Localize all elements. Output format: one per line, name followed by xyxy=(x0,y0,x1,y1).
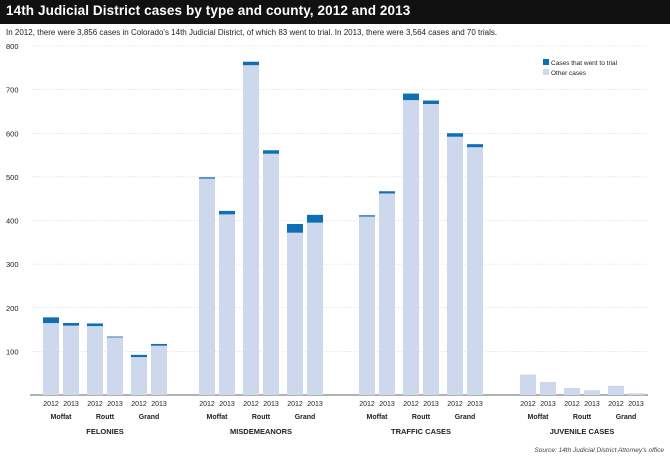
x-tick-year-label: 2013 xyxy=(467,401,483,408)
chart-title: 14th Judicial District cases by type and… xyxy=(6,3,411,18)
x-tick-year-label: 2012 xyxy=(243,401,259,408)
legend-swatch-trial xyxy=(543,59,549,65)
bar-other-cases xyxy=(287,232,303,395)
bar-other-cases xyxy=(219,214,235,395)
x-tick-year-label: 2013 xyxy=(151,401,167,408)
bar-trial-cases xyxy=(423,100,439,105)
county-label: Grand xyxy=(455,414,476,421)
x-tick-year-label: 2013 xyxy=(584,401,600,408)
group-label: MISDEMEANORS xyxy=(230,427,292,436)
source-note: Source: 14th Judicial District Attorney'… xyxy=(534,447,664,454)
group-label: TRAFFIC CASES xyxy=(391,427,451,436)
county-label: Routt xyxy=(252,414,271,421)
y-tick-label: 200 xyxy=(6,304,19,313)
bar-trial-cases xyxy=(43,317,59,324)
bar-other-cases xyxy=(608,385,624,395)
x-tick-year-label: 2013 xyxy=(107,401,123,408)
bar-trial-cases xyxy=(287,223,303,233)
x-tick-year-label: 2013 xyxy=(628,401,644,408)
county-label: Grand xyxy=(616,414,637,421)
bar-other-cases xyxy=(584,390,600,395)
bar-trial-cases xyxy=(403,93,419,101)
bar-other-cases xyxy=(63,325,79,395)
x-tick-year-label: 2012 xyxy=(520,401,536,408)
x-tick-year-label: 2012 xyxy=(608,401,624,408)
bar-trial-cases xyxy=(107,336,123,338)
bar-other-cases xyxy=(43,323,59,395)
x-tick-year-label: 2012 xyxy=(87,401,103,408)
bar-other-cases xyxy=(87,326,103,395)
x-tick-year-label: 2013 xyxy=(540,401,556,408)
county-label: Routt xyxy=(412,414,431,421)
y-tick-label: 800 xyxy=(6,42,19,51)
group-label: FELONIES xyxy=(86,427,124,436)
x-tick-year-label: 2013 xyxy=(423,401,439,408)
bar-trial-cases xyxy=(379,191,395,194)
bar-other-cases xyxy=(467,147,483,395)
x-tick-year-label: 2012 xyxy=(403,401,419,408)
y-tick-label: 700 xyxy=(6,86,19,95)
county-label: Routt xyxy=(573,414,592,421)
legend-label-other: Other cases xyxy=(551,70,587,77)
bar-other-cases xyxy=(107,337,123,395)
bar-trial-cases xyxy=(63,323,79,326)
county-label: Moffat xyxy=(367,414,389,421)
x-tick-year-label: 2013 xyxy=(379,401,395,408)
bar-other-cases xyxy=(403,100,419,395)
x-tick-year-label: 2013 xyxy=(307,401,323,408)
bar-trial-cases xyxy=(199,177,215,179)
y-tick-label: 600 xyxy=(6,129,19,138)
county-label: Moffat xyxy=(528,414,550,421)
x-tick-year-label: 2012 xyxy=(359,401,375,408)
x-tick-year-label: 2012 xyxy=(447,401,463,408)
x-tick-year-label: 2012 xyxy=(199,401,215,408)
bar-other-cases xyxy=(243,65,259,395)
x-tick-year-label: 2012 xyxy=(43,401,59,408)
bar-trial-cases xyxy=(243,61,259,66)
y-tick-label: 100 xyxy=(6,347,19,356)
bar-other-cases xyxy=(307,222,323,395)
bar-trial-cases xyxy=(307,214,323,223)
county-label: Moffat xyxy=(207,414,229,421)
x-tick-year-label: 2012 xyxy=(287,401,303,408)
group-label: JUVENILE CASES xyxy=(550,427,615,436)
bar-trial-cases xyxy=(87,323,103,327)
bar-trial-cases xyxy=(263,150,279,154)
bar-trial-cases xyxy=(447,133,463,137)
bar-trial-cases xyxy=(131,354,147,358)
y-tick-label: 300 xyxy=(6,260,19,269)
legend-label-trial: Cases that went to trial xyxy=(551,60,618,67)
chart-subtitle: In 2012, there were 3,856 cases in Color… xyxy=(6,28,498,37)
bar-trial-cases xyxy=(359,215,375,217)
x-tick-year-label: 2013 xyxy=(63,401,79,408)
x-tick-year-label: 2012 xyxy=(131,401,147,408)
bar-other-cases xyxy=(379,193,395,395)
x-tick-year-label: 2013 xyxy=(263,401,279,408)
bar-other-cases xyxy=(359,216,375,395)
bar-trial-cases xyxy=(467,144,483,148)
county-label: Routt xyxy=(96,414,115,421)
bar-other-cases xyxy=(151,345,167,395)
x-tick-year-label: 2013 xyxy=(219,401,235,408)
bar-trial-cases xyxy=(219,210,235,215)
county-label: Grand xyxy=(295,414,316,421)
county-label: Moffat xyxy=(51,414,73,421)
x-tick-year-label: 2012 xyxy=(564,401,580,408)
y-tick-label: 500 xyxy=(6,173,19,182)
bar-other-cases xyxy=(423,104,439,396)
bar-other-cases xyxy=(199,178,215,395)
y-tick-label: 400 xyxy=(6,217,19,226)
county-label: Grand xyxy=(139,414,160,421)
bar-other-cases xyxy=(520,374,536,395)
bar-other-cases xyxy=(131,357,147,395)
bar-other-cases xyxy=(564,388,580,395)
legend-swatch-other xyxy=(543,69,549,75)
bar-trial-cases xyxy=(151,343,167,346)
bar-other-cases xyxy=(540,381,556,395)
bar-other-cases xyxy=(263,153,279,395)
bar-other-cases xyxy=(628,393,644,395)
title-bar: 14th Judicial District cases by type and… xyxy=(0,0,670,24)
bar-other-cases xyxy=(447,136,463,396)
